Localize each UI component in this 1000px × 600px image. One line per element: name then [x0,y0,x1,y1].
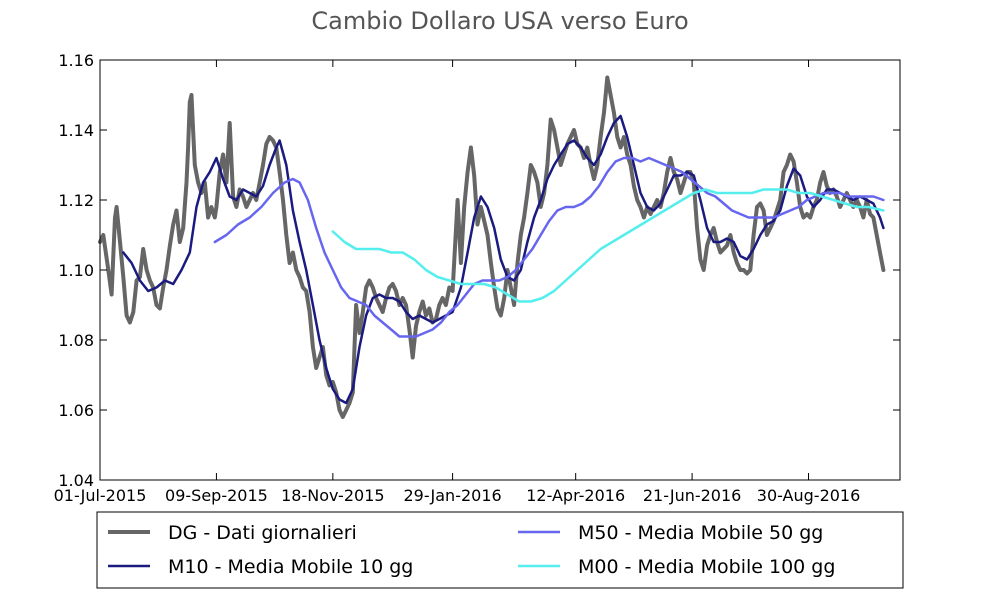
x-tick-label-0: 01-Jul-2015 [54,486,147,505]
x-tick-label-5: 21-Jun-2016 [643,486,742,505]
y-axis: 1.04 1.06 1.08 1.10 1.12 1.14 1.16 [58,51,900,490]
y-tick-label-6: 1.16 [58,51,94,70]
x-tick-label-2: 18-Nov-2015 [281,486,384,505]
y-tick-label-4: 1.12 [58,191,94,210]
x-tick-label-6: 30-Aug-2016 [757,486,861,505]
y-tick-label-5: 1.14 [58,121,94,140]
y-tick-label-0: 1.04 [58,471,94,490]
y-tick-label-2: 1.08 [58,331,94,350]
plot-background [100,60,900,480]
legend-box [96,511,904,589]
legend: DG - Dati giornalieri M10 - Media Mobile… [96,511,904,589]
chart-title: Cambio Dollaro USA verso Euro [311,7,688,35]
series-line-m10 [122,114,885,405]
x-axis: 01-Jul-2015 09-Sep-2015 18-Nov-2015 29-Jan-… [54,60,861,505]
plot-area: 1.04 1.06 1.08 1.10 1.12 1.14 1.16 01-Jul-2015… [54,51,901,505]
series-line-dg [98,75,886,419]
legend-label-m00: M00 - Media Mobile 100 gg [578,556,835,578]
legend-label-m50: M50 - Media Mobile 50 gg [578,522,823,544]
x-tick-label-3: 29-Jan-2016 [404,486,502,505]
x-tick-label-1: 09-Sep-2015 [165,486,268,505]
series-layer [98,75,886,419]
series-line-m00 [331,188,885,303]
legend-label-dg: DG - Dati giornalieri [168,522,357,544]
y-tick-label-1: 1.06 [58,401,94,420]
legend-label-m10: M10 - Media Mobile 10 gg [168,556,413,578]
y-tick-label-3: 1.10 [58,261,94,280]
x-tick-label-4: 12-Apr-2016 [526,486,625,505]
series-line-m50 [213,156,885,338]
